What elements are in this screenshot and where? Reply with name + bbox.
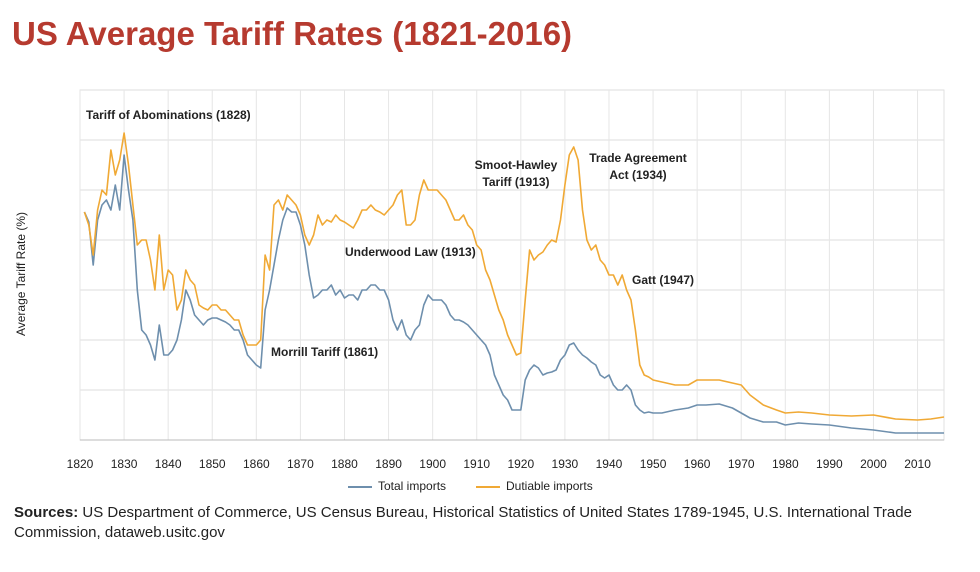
x-tick-label: 2010 [904,457,931,471]
series-line [83,132,945,421]
annotation: Morrill Tariff (1861) [271,345,378,359]
x-tick-label: 1910 [463,457,490,471]
annotation: Trade Agreement [589,151,687,165]
source-note: Sources: US Despartment of Commerce, US … [14,503,974,543]
legend-label: Dutiable imports [506,479,593,493]
x-tick-label: 1860 [243,457,270,471]
plot-border [79,89,945,441]
annotation: Tariff of Abominations (1828) [86,108,251,122]
x-tick-label: 1880 [331,457,358,471]
x-tick-label: 1970 [728,457,755,471]
x-tick-label: 1940 [596,457,623,471]
source-text: US Despartment of Commerce, US Census Bu… [14,504,912,541]
x-tick-label: 1900 [419,457,446,471]
x-tick-label: 1930 [552,457,579,471]
annotation: Gatt (1947) [632,273,694,287]
chart: US Average Tariff Rates (1821-2016) Aver… [12,15,945,493]
x-tick-label: 1950 [640,457,667,471]
annotation: Underwood Law (1913) [345,245,476,259]
series-line [83,154,944,434]
annotation: Act (1934) [609,168,666,182]
x-tick-label: 1960 [684,457,711,471]
x-tick-label: 1980 [772,457,799,471]
x-tick-label: 1870 [287,457,314,471]
legend-label: Total imports [378,479,446,493]
y-axis-label: Average Tariff Rate (%) [14,212,28,336]
annotation: Smoot-Hawley [475,158,558,172]
x-tick-label: 1840 [155,457,182,471]
x-tick-label: 1920 [507,457,534,471]
source-label: Sources: [14,504,79,521]
x-tick-label: 1820 [67,457,94,471]
annotation: Tariff (1913) [482,175,549,189]
x-tick-label: 1850 [199,457,226,471]
x-tick-label: 1830 [111,457,138,471]
x-tick-label: 1890 [375,457,402,471]
x-tick-label: 1990 [816,457,843,471]
chart-title: US Average Tariff Rates (1821-2016) [12,15,572,52]
x-tick-label: 2000 [860,457,887,471]
